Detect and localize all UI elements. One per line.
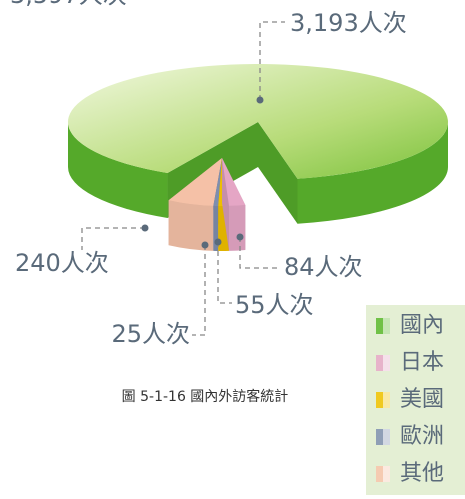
legend-swatch-light xyxy=(383,355,390,371)
legend-label: 美國 xyxy=(400,387,444,412)
slice-face xyxy=(222,158,230,251)
slice xyxy=(213,158,222,206)
value-label: 3,193人次 xyxy=(290,9,407,37)
slice-side xyxy=(229,204,246,251)
legend-swatch-light xyxy=(383,392,390,408)
slice-face xyxy=(258,122,298,224)
slice-side xyxy=(168,200,214,251)
slice-side xyxy=(297,122,449,224)
legend-label: 其他 xyxy=(400,461,444,486)
value-label: 25人次 xyxy=(111,320,190,348)
leader-dot xyxy=(201,241,209,249)
leader-dot xyxy=(214,238,222,246)
caption: 圖 5-1-16 國內外訪客統計 xyxy=(122,388,289,405)
legend-label: 國內 xyxy=(400,313,444,338)
leader-dot xyxy=(256,96,264,104)
slice xyxy=(222,158,246,206)
legend-swatch-light xyxy=(383,429,390,445)
legend-swatch-light xyxy=(383,318,390,334)
slice xyxy=(68,64,449,179)
slice-side xyxy=(68,122,168,219)
legend-label: 日本 xyxy=(400,350,444,375)
total-label: 3,597人次 xyxy=(10,0,127,9)
leader-dot xyxy=(236,233,244,241)
legend-label: 歐洲 xyxy=(400,424,444,449)
pie xyxy=(68,64,449,252)
value-label: 55人次 xyxy=(235,291,314,319)
slice xyxy=(168,158,222,206)
leader-dot xyxy=(141,224,149,232)
value-label: 240人次 xyxy=(15,249,109,277)
value-label: 84人次 xyxy=(284,253,363,281)
leaders xyxy=(81,21,285,336)
legend-swatch-light xyxy=(383,466,390,482)
